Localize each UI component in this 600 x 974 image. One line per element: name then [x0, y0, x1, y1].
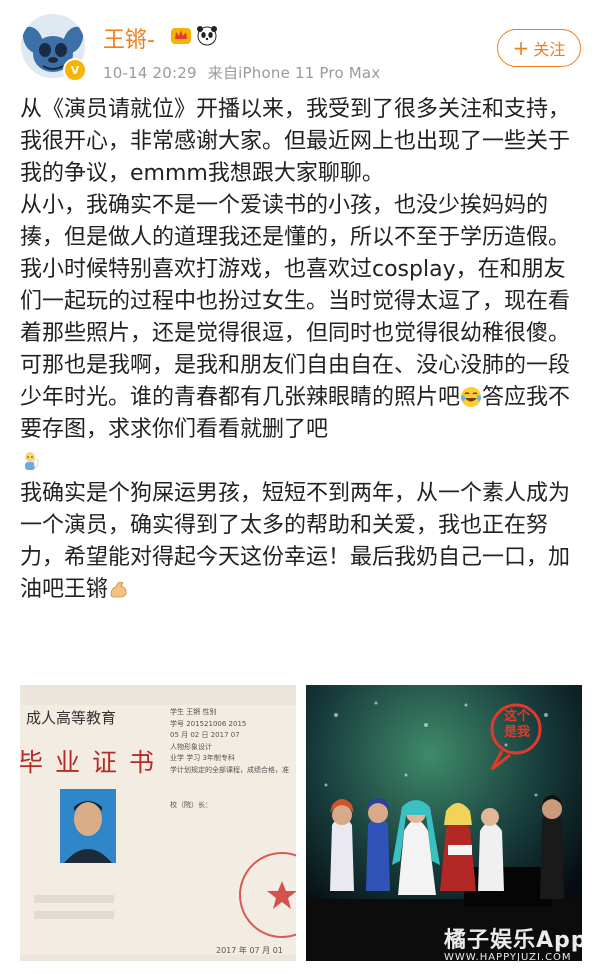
panda-icon	[197, 26, 217, 46]
vip-crown-icon	[171, 28, 191, 44]
avatar[interactable]	[21, 14, 85, 78]
diploma-photo[interactable]: 成人高等教育 毕业证书 学生 王锵 性别 学号 201521006 2015 0…	[20, 685, 296, 961]
post-paragraph-text: 我小时候特别喜欢打游戏，也喜欢过cosplay，在和朋友们一起玩的过程中也扮过女…	[20, 257, 571, 410]
post-paragraph-text: 答应我不要存图，求求你们看看就删了吧	[20, 385, 571, 442]
watermark-url: WWW.HAPPYJUZI.COM	[444, 952, 572, 963]
user-badges	[170, 24, 218, 46]
diploma-info-line: 学计划规定的全部课程，成绩合格，准	[170, 765, 289, 774]
stitch-avatar-icon	[21, 14, 85, 78]
diploma-info-line: 人物形象设计	[170, 742, 212, 751]
diploma-heading-top: 成人高等教育	[26, 709, 117, 727]
username[interactable]: 王锵-	[103, 28, 155, 53]
watermark-main: 橘子娱乐App	[444, 928, 588, 953]
post-timestamp: 10-14 20:29	[103, 64, 197, 82]
diploma-info-line: 学生 王锵 性别	[170, 708, 217, 716]
follow-button[interactable]: + 关注	[497, 29, 581, 67]
follow-button-label: 关注	[533, 40, 566, 59]
post-paragraph: 我确实是个狗屎运男孩，短短不到两年，从一个素人成为一个演员，确实得到了太多的帮助…	[20, 478, 585, 606]
diploma-date: 2017 年 07 月 01	[216, 946, 283, 955]
stage-graphic	[306, 685, 582, 961]
diploma-graphic	[20, 685, 296, 961]
diploma-info: 学生 王锵 性别 学号 201521006 2015 05 月 02 日 201…	[170, 707, 289, 812]
diploma-info-line: 校（院）长：	[170, 801, 212, 809]
post-paragraph: 从小，我确实不是一个爱读书的小孩，也没少挨妈妈的揍，但是做人的道理我还是懂的，所…	[20, 193, 571, 250]
post-meta: 10-14 20:29 来自iPhone 11 Pro Max	[103, 62, 380, 83]
stage-cosplay-photo[interactable]: 这个是我	[306, 685, 582, 961]
watermark: 橘子娱乐App WWW.HAPPYJUZI.COM	[444, 922, 588, 963]
baby-bottle-emoji-icon	[25, 452, 39, 470]
plus-icon: +	[512, 36, 530, 60]
laugh-cry-emoji-icon	[461, 387, 482, 407]
diploma-info-line: 05 月 02 日 2017 07	[170, 731, 240, 739]
verified-badge-icon: V	[63, 58, 87, 82]
post-paragraph-text: 我确实是个狗屎运男孩，短短不到两年，从一个素人成为一个演员，确实得到了太多的帮助…	[20, 481, 571, 602]
flexed-biceps-emoji-icon	[110, 581, 127, 598]
diploma-info-line: 业学 学习 3年制专科	[170, 754, 235, 762]
post-paragraph	[20, 446, 585, 478]
post-paragraph: 从《演员请就位》开播以来，我受到了很多关注和支持，我很开心，非常感谢大家。但最近…	[20, 97, 571, 186]
cosplay-sign-label: 这个是我	[503, 709, 530, 740]
post-paragraph: 我小时候特别喜欢打游戏，也喜欢过cosplay，在和朋友们一起玩的过程中也扮过女…	[20, 254, 585, 446]
post-source: 来自iPhone 11 Pro Max	[207, 64, 381, 82]
diploma-heading-main: 毕业证书	[20, 748, 167, 777]
post-body: 从《演员请就位》开播以来，我受到了很多关注和支持，我很开心，非常感谢大家。但最近…	[20, 94, 585, 606]
diploma-info-line: 学号 201521006 2015	[170, 719, 247, 728]
